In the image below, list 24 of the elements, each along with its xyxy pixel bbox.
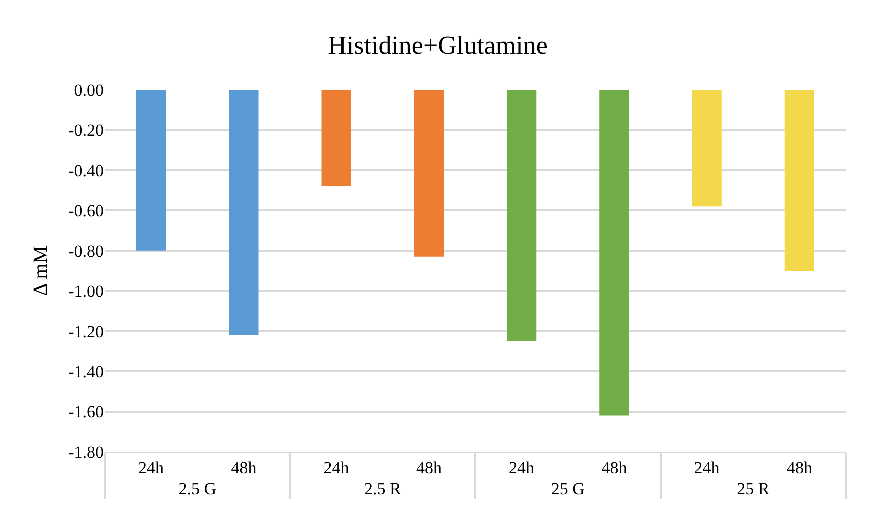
y-tick-label: -0.80 xyxy=(68,242,104,261)
y-tick-label: -1.60 xyxy=(68,402,104,422)
x-tick-label: 48h xyxy=(416,458,442,478)
y-tick-label: -0.40 xyxy=(68,161,104,180)
x-tick-label: 24h xyxy=(509,458,536,478)
y-axis-title: Δ mM xyxy=(30,246,52,296)
x-tick-label: 48h xyxy=(602,458,628,478)
y-tick-label: -1.00 xyxy=(68,282,104,302)
y-tick-label: -1.80 xyxy=(68,442,104,462)
x-tick-label: 24h xyxy=(138,458,165,478)
y-tick-label: -0.20 xyxy=(68,121,104,140)
text: 2.5 G xyxy=(178,479,217,498)
text: 25 R xyxy=(737,479,770,498)
y-tick-label: -1.40 xyxy=(68,362,104,382)
x-tick-label: 48h xyxy=(231,458,258,478)
y-tick-label: 0.00 xyxy=(74,80,104,100)
chart-title: Histidine+Glutamine xyxy=(328,30,548,60)
x-tick-label: 48h xyxy=(786,458,813,478)
y-tick-label: -0.60 xyxy=(68,202,104,221)
x-tick-label: 24h xyxy=(324,458,350,478)
text: 2.5 R xyxy=(364,479,402,498)
y-tick-label: -1.20 xyxy=(68,322,104,342)
text: 25 G xyxy=(551,479,585,498)
x-tick-label: 24h xyxy=(694,458,720,478)
